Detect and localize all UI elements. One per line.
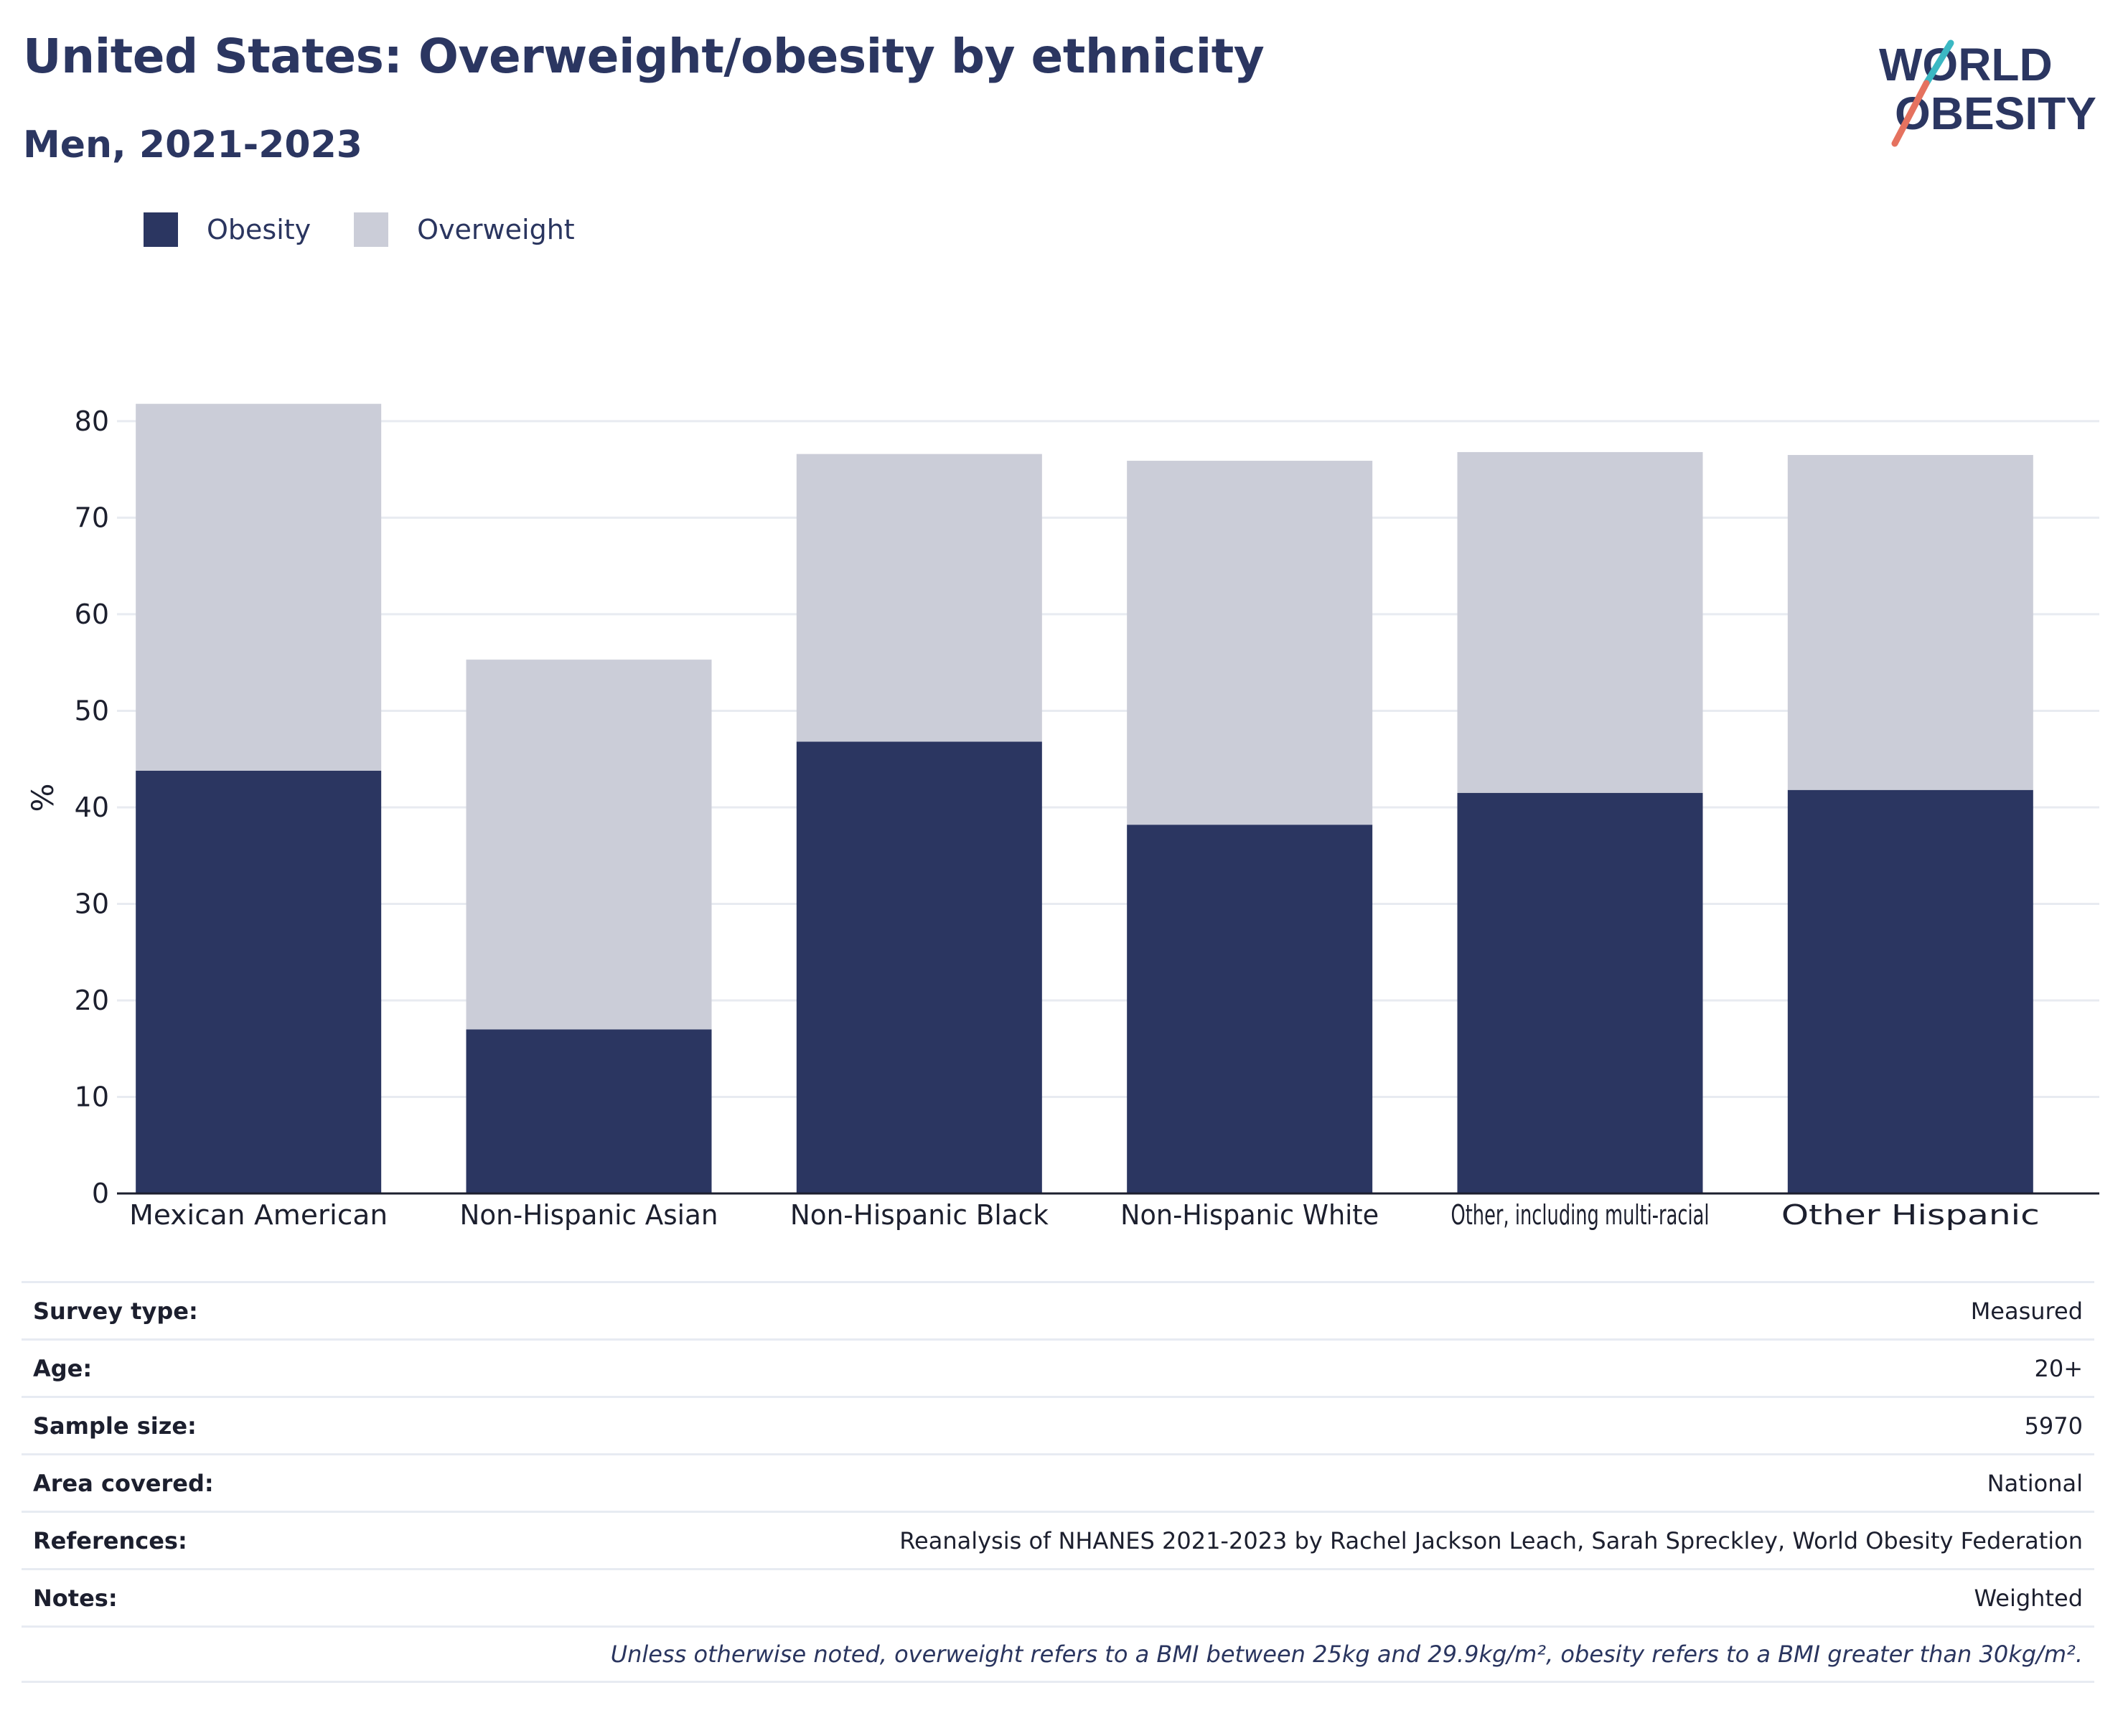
y-tick-label: 10: [75, 1081, 109, 1112]
metadata-row: Area covered: National: [22, 1453, 2094, 1511]
metadata-key: Notes:: [33, 1584, 118, 1612]
y-tick-label: 80: [75, 405, 109, 437]
bar-obesity: [136, 770, 382, 1193]
chart-subtitle: Men, 2021-2023: [23, 123, 362, 166]
metadata-key: Survey type:: [33, 1297, 198, 1325]
legend-item-overweight[interactable]: Overweight: [354, 212, 575, 247]
y-axis-label: %: [25, 784, 60, 812]
x-tick-label: Non-Hispanic White: [1120, 1199, 1379, 1231]
metadata-value: National: [1987, 1469, 2083, 1497]
world-obesity-logo: WORLD OBESITY: [1879, 39, 2096, 147]
y-tick-label: 50: [75, 695, 109, 726]
bar-overweight: [1127, 461, 1373, 825]
y-tick-label: 40: [75, 792, 109, 823]
x-tick-label: Other Hispanic: [1781, 1199, 2040, 1231]
x-tick-label: Mexican American: [129, 1199, 388, 1231]
y-tick-label: 30: [75, 888, 109, 919]
chart-legend: Obesity Overweight: [144, 212, 618, 247]
bar-obesity: [796, 741, 1042, 1193]
y-tick-label: 0: [92, 1178, 109, 1209]
metadata-key: Area covered:: [33, 1469, 214, 1497]
legend-swatch-overweight: [354, 212, 389, 247]
bar-obesity: [1457, 792, 1703, 1193]
stacked-bar-chart: 0 10 20 30 40 50 60 70 80% Mexican American Non-Hi…: [25, 403, 2099, 1231]
metadata-row: Sample size: 5970: [22, 1396, 2094, 1453]
chart-title: United States: Overweight/obesity by eth…: [23, 29, 1265, 84]
bar-overweight: [796, 454, 1042, 742]
bar-overweight: [1457, 451, 1703, 793]
x-tick-label: Non-Hispanic Asian: [460, 1199, 718, 1231]
metadata-value: 20+: [2034, 1354, 2083, 1382]
legend-swatch-obesity: [144, 212, 178, 247]
bar-obesity: [1127, 825, 1373, 1193]
metadata-value: Weighted: [1974, 1584, 2083, 1612]
logo-line2: OBESITY: [1895, 88, 2096, 139]
metadata-value: Reanalysis of NHANES 2021-2023 by Rachel…: [899, 1526, 2083, 1554]
bar-obesity: [466, 1029, 712, 1193]
metadata-row: Survey type: Measured: [22, 1281, 2094, 1338]
metadata-key: Age:: [33, 1354, 93, 1382]
y-tick-label: 70: [75, 502, 109, 533]
legend-label-overweight: Overweight: [417, 214, 575, 245]
x-tick-label: Non-Hispanic Black: [790, 1199, 1049, 1231]
y-tick-label: 20: [75, 985, 109, 1016]
metadata-row: Age: 20+: [22, 1338, 2094, 1396]
metadata-key: Sample size:: [33, 1412, 197, 1440]
bar-overweight: [466, 660, 712, 1030]
bmi-definition-note: Unless otherwise noted, overweight refer…: [22, 1625, 2094, 1683]
bar-overweight: [1787, 454, 2033, 790]
logo-slash-bottom: [1891, 80, 1930, 147]
logo-slash-top: [1923, 39, 1954, 87]
legend-label-obesity: Obesity: [207, 214, 311, 245]
metadata-key: References:: [33, 1526, 187, 1554]
metadata-row: References: Reanalysis of NHANES 2021-202…: [22, 1511, 2094, 1568]
x-tick-label: Other, including multi-racial: [1451, 1199, 1710, 1231]
bar-overweight: [136, 403, 382, 771]
legend-item-obesity[interactable]: Obesity: [144, 212, 311, 247]
logo-line1: WORLD: [1879, 39, 2053, 90]
bar-obesity: [1787, 789, 2033, 1193]
metadata-table: Survey type: Measured Age: 20+ Sample size: 5…: [22, 1281, 2094, 1683]
metadata-value: 5970: [2024, 1412, 2083, 1440]
metadata-row: Notes: Weighted: [22, 1568, 2094, 1625]
y-tick-label: 60: [75, 599, 109, 630]
metadata-value: Measured: [1970, 1297, 2083, 1325]
